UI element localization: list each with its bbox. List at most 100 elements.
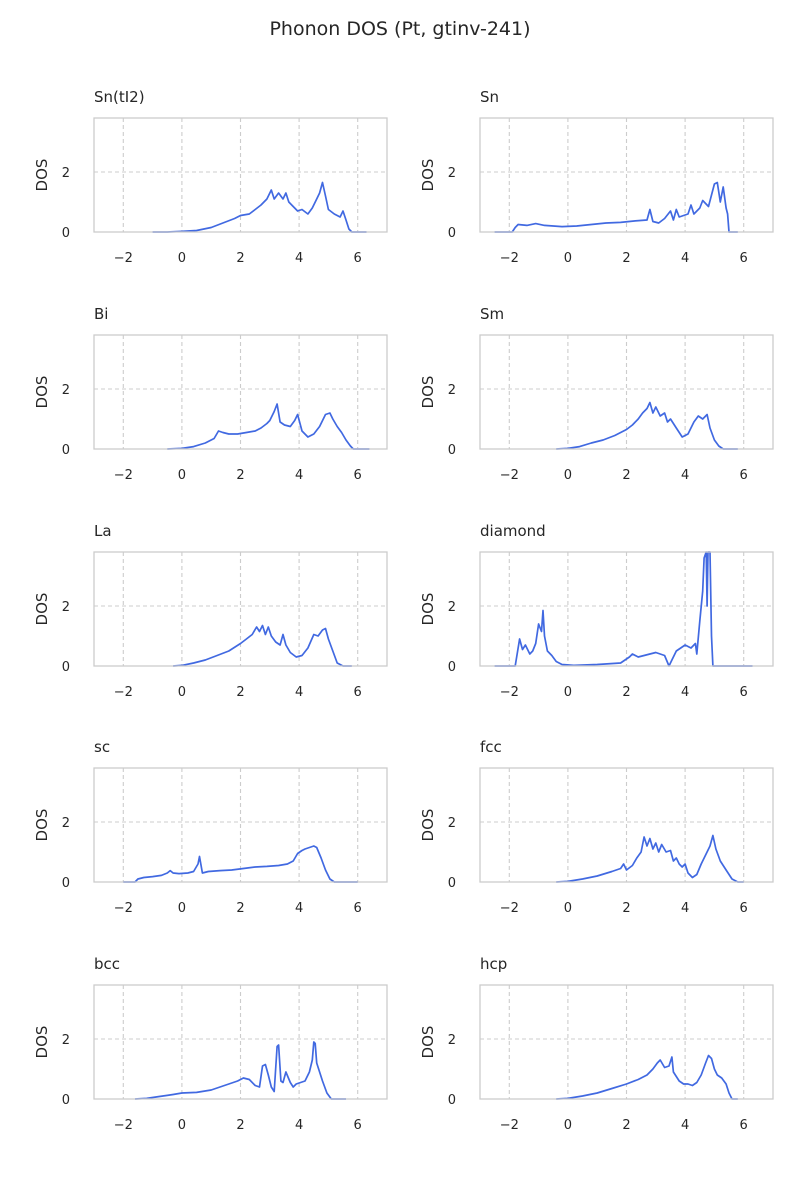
subplot-2: Sn DOS 0 2 −2 0 2 4 6 (419, 88, 774, 266)
x-tick-label: 0 (178, 1118, 186, 1133)
x-tick-label: 6 (740, 901, 748, 916)
x-tick-label: 6 (354, 251, 362, 266)
subplot-title: fcc (480, 738, 502, 756)
x-tick-label: 2 (622, 251, 630, 266)
y-tick-label: 2 (448, 816, 456, 831)
x-tick-label: 6 (354, 901, 362, 916)
axes-frame (93, 117, 388, 233)
axes-frame (93, 767, 388, 883)
subplot-title: hcp (480, 955, 507, 973)
y-tick-label: 2 (448, 383, 456, 398)
x-tick-label: 4 (681, 685, 689, 700)
x-tick-label: 0 (178, 685, 186, 700)
dos-line (556, 1054, 738, 1100)
y-tick-label: 0 (448, 443, 456, 458)
x-tick-label: 6 (740, 1118, 748, 1133)
x-tick-label: −2 (500, 251, 519, 266)
dos-line (167, 403, 370, 450)
axes-frame (479, 334, 774, 450)
y-tick-label: 2 (62, 600, 70, 615)
x-tick-label: −2 (114, 1118, 133, 1133)
y-tick-label: 0 (62, 660, 70, 675)
y-axis-label: DOS (419, 159, 437, 192)
x-tick-label: 0 (178, 251, 186, 266)
x-tick-label: 0 (564, 901, 572, 916)
x-tick-label: 6 (740, 251, 748, 266)
x-tick-label: −2 (114, 251, 133, 266)
dos-line (494, 551, 753, 667)
x-tick-label: 4 (295, 1118, 303, 1133)
x-tick-label: 2 (236, 251, 244, 266)
y-axis-label: DOS (33, 809, 51, 842)
axes-frame (93, 334, 388, 450)
subplot-title: bcc (94, 955, 120, 973)
x-tick-label: 0 (564, 251, 572, 266)
y-tick-label: 0 (448, 660, 456, 675)
dos-line (494, 181, 738, 233)
x-tick-label: 6 (354, 685, 362, 700)
x-tick-label: 6 (740, 468, 748, 483)
y-axis-label: DOS (419, 593, 437, 626)
subplot-7: sc DOS 0 2 −2 0 2 4 6 (33, 738, 388, 916)
y-tick-label: 2 (448, 1033, 456, 1048)
x-tick-label: 4 (295, 685, 303, 700)
axes-frame (479, 117, 774, 233)
axes-frame (479, 551, 774, 667)
subplot-title: diamond (480, 522, 546, 540)
x-tick-label: −2 (500, 468, 519, 483)
x-tick-label: −2 (114, 901, 133, 916)
y-tick-label: 2 (62, 166, 70, 181)
subplot-title: Sm (480, 305, 504, 323)
x-tick-label: −2 (500, 1118, 519, 1133)
y-axis-label: DOS (33, 1026, 51, 1059)
y-tick-label: 2 (62, 1033, 70, 1048)
subplot-10: hcp DOS 0 2 −2 0 2 4 6 (419, 955, 774, 1133)
x-tick-label: 4 (295, 468, 303, 483)
y-axis-label: DOS (33, 376, 51, 409)
y-tick-label: 2 (448, 166, 456, 181)
y-axis-label: DOS (419, 809, 437, 842)
dos-line (123, 845, 358, 883)
x-tick-label: 2 (622, 1118, 630, 1133)
axes-frame (479, 767, 774, 883)
x-tick-label: 2 (236, 901, 244, 916)
x-tick-label: 0 (178, 468, 186, 483)
axes-frame (479, 984, 774, 1100)
y-tick-label: 0 (62, 443, 70, 458)
x-tick-label: 0 (564, 1118, 572, 1133)
subplot-title: Bi (94, 305, 108, 323)
y-tick-label: 2 (62, 816, 70, 831)
y-tick-label: 0 (448, 226, 456, 241)
y-axis-label: DOS (419, 376, 437, 409)
x-tick-label: 4 (681, 1118, 689, 1133)
y-tick-label: 0 (448, 1093, 456, 1108)
y-tick-label: 0 (448, 876, 456, 891)
subplot-title: La (94, 522, 112, 540)
x-tick-label: 6 (740, 685, 748, 700)
x-tick-label: −2 (500, 901, 519, 916)
x-tick-label: −2 (114, 468, 133, 483)
subplot-9: bcc DOS 0 2 −2 0 2 4 6 (33, 955, 388, 1133)
y-axis-label: DOS (33, 593, 51, 626)
figure-title: Phonon DOS (Pt, gtinv-241) (269, 18, 531, 40)
subplot-3: Bi DOS 0 2 −2 0 2 4 6 (33, 305, 388, 483)
x-tick-label: 6 (354, 468, 362, 483)
x-tick-label: 2 (622, 901, 630, 916)
x-tick-label: 2 (236, 685, 244, 700)
x-tick-label: 4 (295, 901, 303, 916)
x-tick-label: 4 (295, 251, 303, 266)
y-axis-label: DOS (419, 1026, 437, 1059)
subplot-title: Sn(tI2) (94, 88, 145, 106)
x-tick-label: 4 (681, 468, 689, 483)
dos-line (556, 401, 738, 450)
x-tick-label: −2 (500, 685, 519, 700)
y-tick-label: 0 (62, 876, 70, 891)
x-tick-label: 2 (622, 468, 630, 483)
x-tick-label: −2 (114, 685, 133, 700)
subplot-1: Sn(tI2) DOS 0 2 −2 0 2 4 6 (33, 88, 388, 266)
y-tick-label: 2 (62, 383, 70, 398)
x-tick-label: 6 (354, 1118, 362, 1133)
subplot-5: La DOS 0 2 −2 0 2 4 6 (33, 522, 388, 700)
